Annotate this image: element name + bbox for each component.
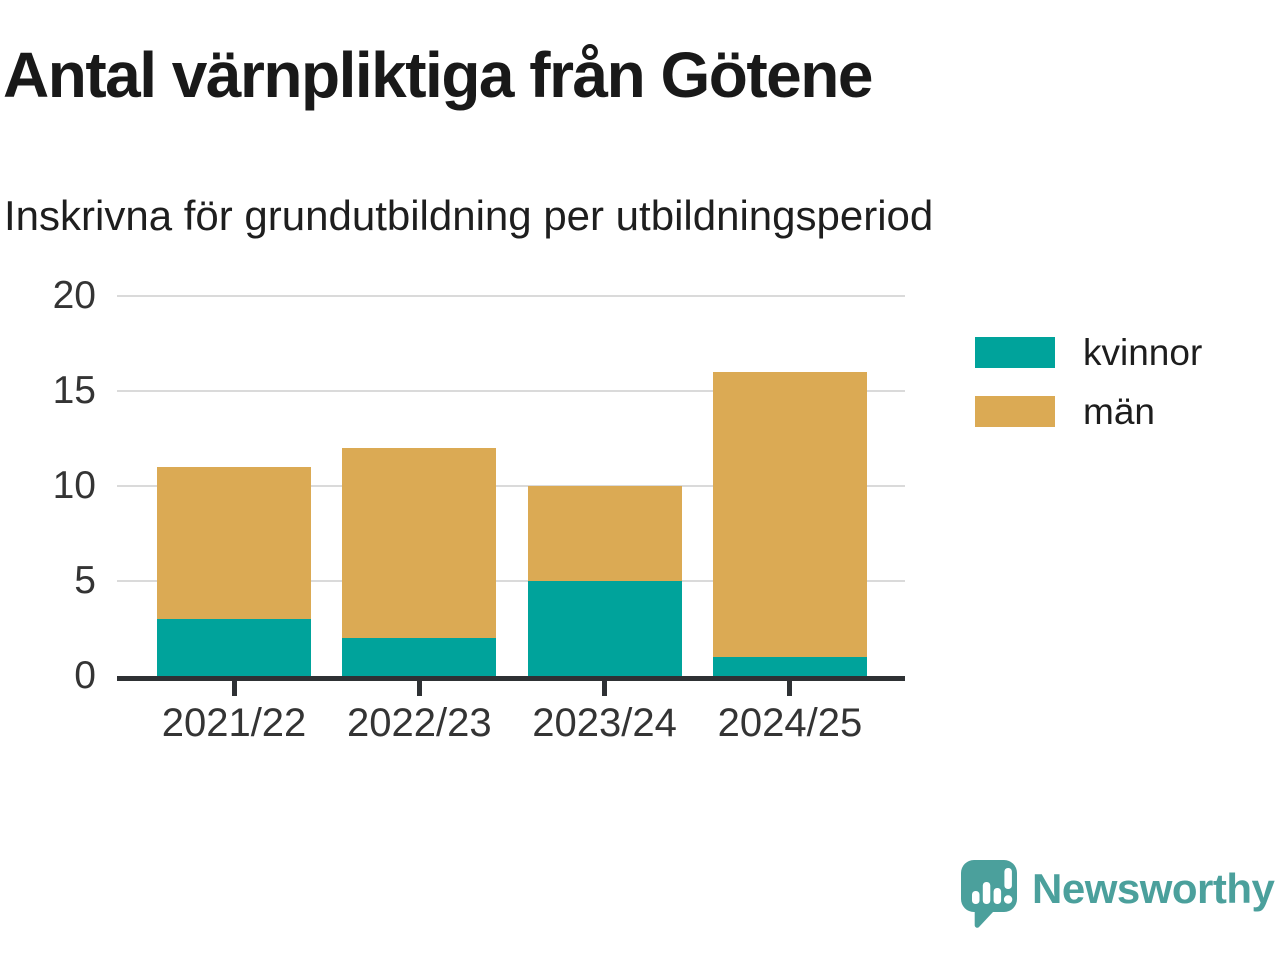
newsworthy-logo[interactable]: Newsworthy: [961, 858, 1275, 935]
gridline-5: [117, 580, 905, 582]
gridline-15: [117, 390, 905, 392]
legend-swatch-man: [975, 396, 1055, 427]
page-title: Antal värnpliktiga från Götene: [3, 39, 873, 111]
bar-segment-män-2024/25: [712, 372, 867, 657]
y-tick-label-0: 0: [74, 654, 96, 697]
x-tick-2024/25: [787, 681, 793, 696]
x-axis-label-2024/25: 2024/25: [717, 701, 863, 745]
y-tick-label-20: 20: [52, 274, 96, 317]
gridline-20: [117, 295, 905, 297]
legend-label-kvinnor: kvinnor: [1083, 331, 1203, 373]
x-tick-2022/23: [416, 681, 422, 696]
y-axis-labels: 0 5 10 15 20: [0, 274, 96, 697]
gridline-10: [117, 485, 905, 487]
y-tick-label-15: 15: [52, 369, 96, 412]
y-tick-label-10: 10: [52, 464, 96, 507]
bar-segment-kvinnor-2022/23: [342, 638, 497, 676]
legend-item-kvinnor: kvinnor: [975, 332, 1202, 373]
x-tick-2021/22: [231, 681, 237, 696]
legend-swatch-kvinnor: [975, 337, 1055, 368]
bar-segment-kvinnor-2024/25: [712, 657, 867, 676]
bar-segment-kvinnor-2021/22: [157, 619, 311, 676]
x-axis-label-2021/22: 2021/22: [161, 701, 307, 745]
legend-item-man: män: [975, 391, 1202, 432]
y-tick-label-5: 5: [74, 559, 96, 602]
bar-segment-män-2021/22: [157, 467, 311, 619]
bar-segment-män-2022/23: [342, 448, 497, 638]
bar-segment-kvinnor-2023/24: [527, 581, 682, 676]
newsworthy-speech-bubble-chart-icon: [961, 858, 1019, 935]
page-subtitle: Inskrivna för grundutbildning per utbild…: [4, 192, 934, 239]
chart-legend: kvinnor män: [975, 332, 1202, 455]
x-axis-label-2023/24: 2023/24: [532, 701, 677, 745]
bar-segment-män-2023/24: [527, 486, 682, 581]
x-axis-label-2022/23: 2022/23: [347, 701, 492, 745]
x-tick-2023/24: [602, 681, 608, 696]
newsworthy-logo-text: Newsworthy: [1032, 865, 1275, 912]
legend-label-man: män: [1083, 390, 1155, 432]
plot-area: [117, 295, 905, 681]
